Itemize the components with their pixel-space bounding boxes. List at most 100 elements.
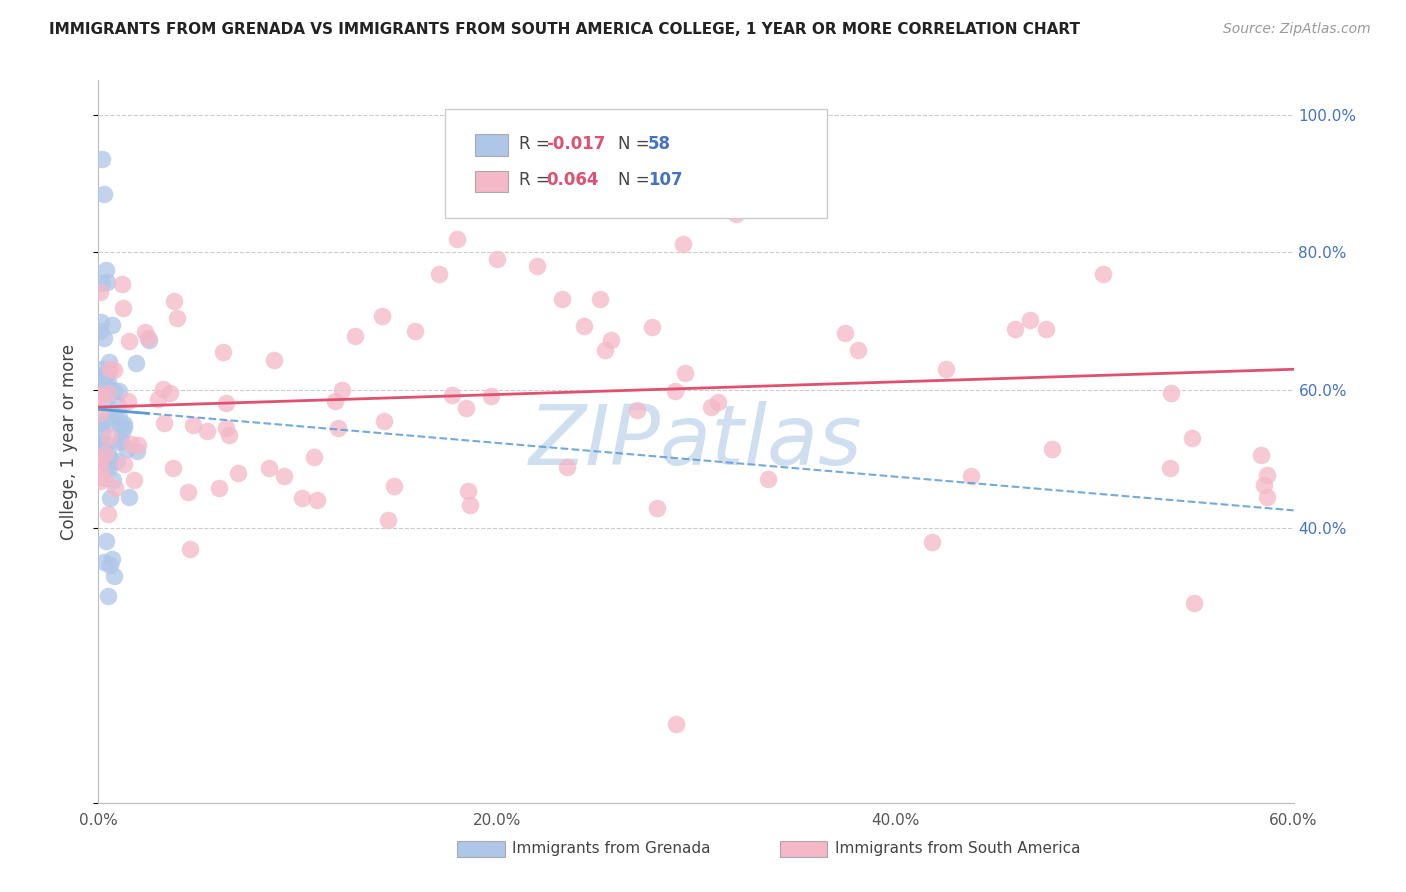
Point — [1182, 596, 1205, 610]
Text: ZIPatlas: ZIPatlas — [529, 401, 863, 482]
Point — [960, 469, 983, 483]
Point — [96, 534, 118, 549]
Point — [440, 388, 463, 402]
Point — [117, 394, 139, 409]
Point — [89, 475, 111, 489]
Point — [91, 277, 114, 291]
Point — [377, 513, 399, 527]
Point — [94, 447, 117, 461]
Point — [89, 406, 111, 420]
Point — [104, 408, 127, 422]
Point — [89, 434, 111, 449]
Point — [93, 368, 115, 382]
Text: -0.017: -0.017 — [547, 135, 606, 153]
Point — [108, 384, 131, 398]
Point — [326, 421, 349, 435]
Point — [110, 433, 132, 447]
Point — [323, 394, 346, 409]
Point — [1250, 449, 1272, 463]
Point — [98, 452, 121, 467]
Point — [427, 267, 450, 281]
Point — [166, 311, 188, 326]
Point — [97, 590, 120, 604]
Point — [921, 535, 943, 549]
Point — [97, 375, 120, 389]
Point — [98, 362, 121, 376]
Point — [96, 262, 118, 277]
Text: Immigrants from South America: Immigrants from South America — [835, 841, 1080, 855]
Point — [163, 293, 186, 308]
Point — [382, 479, 405, 493]
Point — [90, 315, 112, 329]
Point — [1019, 313, 1042, 327]
Point — [159, 385, 181, 400]
Point — [94, 395, 117, 409]
Point — [97, 365, 120, 379]
Point — [89, 390, 111, 404]
Point — [90, 453, 112, 467]
Point — [107, 410, 129, 425]
Point — [665, 716, 688, 731]
Point — [756, 472, 779, 486]
Point — [1253, 477, 1275, 491]
Bar — [779, 841, 827, 857]
Bar — [475, 135, 509, 156]
Point — [555, 460, 578, 475]
Point — [834, 326, 856, 341]
Point — [127, 444, 149, 458]
Point — [97, 446, 120, 460]
Point — [291, 491, 314, 506]
Point — [122, 473, 145, 487]
Point — [1159, 460, 1181, 475]
Point — [343, 328, 366, 343]
Point — [93, 555, 115, 569]
Point — [89, 285, 111, 299]
Text: R =: R = — [519, 171, 555, 189]
Point — [97, 507, 120, 521]
Point — [257, 461, 280, 475]
Text: IMMIGRANTS FROM GRENADA VS IMMIGRANTS FROM SOUTH AMERICA COLLEGE, 1 YEAR OR MORE: IMMIGRANTS FROM GRENADA VS IMMIGRANTS FR… — [49, 22, 1080, 37]
Point — [208, 481, 231, 495]
Point — [93, 331, 115, 345]
Point — [195, 424, 218, 438]
Point — [94, 383, 117, 397]
Point — [479, 389, 502, 403]
Point — [91, 416, 114, 430]
Point — [152, 383, 174, 397]
Point — [89, 440, 111, 454]
Text: N =: N = — [619, 171, 655, 189]
Point — [117, 442, 139, 456]
Point — [526, 194, 548, 208]
Point — [307, 492, 329, 507]
Point — [93, 471, 115, 485]
Point — [626, 403, 648, 417]
Point — [673, 367, 696, 381]
Point — [101, 473, 124, 487]
Bar — [457, 841, 505, 857]
Point — [97, 385, 120, 400]
Point — [1181, 432, 1204, 446]
Point — [89, 324, 111, 338]
Bar — [475, 170, 509, 193]
Point — [93, 186, 115, 201]
Point — [935, 362, 957, 376]
Point — [97, 461, 120, 475]
Point — [785, 194, 807, 208]
Point — [94, 436, 117, 450]
Point — [101, 318, 124, 332]
Point — [112, 419, 135, 434]
Point — [724, 207, 747, 221]
Point — [226, 466, 249, 480]
Text: Immigrants from Grenada: Immigrants from Grenada — [512, 841, 710, 855]
Point — [302, 450, 325, 464]
Y-axis label: College, 1 year or more: College, 1 year or more — [59, 343, 77, 540]
Point — [118, 334, 141, 349]
Point — [107, 398, 129, 412]
Point — [146, 392, 169, 406]
Point — [153, 416, 176, 430]
Point — [640, 320, 662, 334]
Point — [1256, 490, 1278, 504]
Text: Source: ZipAtlas.com: Source: ZipAtlas.com — [1223, 22, 1371, 37]
Point — [98, 558, 122, 573]
Point — [526, 259, 548, 273]
